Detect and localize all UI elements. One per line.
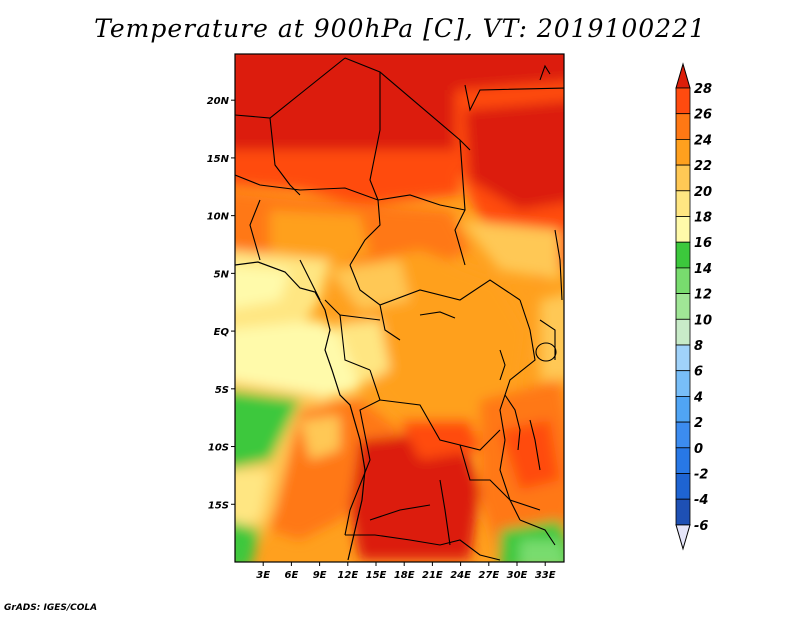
colorbar-label: 2 [694,416,703,431]
lon-tick-label: 21E [422,570,443,581]
lat-tick-label: 5N [214,269,230,280]
colorbar-bin [675,498,691,526]
colorbar-bin [675,318,691,346]
colorbar-label: -2 [694,468,708,483]
lat-tick-label: EQ [214,327,230,338]
colorbar-label: 12 [694,288,712,303]
plot-frame [234,53,565,563]
colorbar-label: 20 [694,185,712,200]
colorbar-max-arrow [675,62,691,89]
map-title: Temperature at 900hPa [C], VT: 201910022… [94,14,706,43]
colorbar-label: 22 [694,159,712,174]
colorbar-bin [675,216,691,243]
lat-tick-label: 10S [208,443,229,454]
lon-tick-label: 3E [256,570,270,581]
lat-tick-label: 15S [208,500,229,511]
lon-tick-label: 15E [366,570,387,581]
lon-tick-label: 33E [535,570,556,581]
colorbar-label: 4 [693,390,703,405]
colorbar-label: 14 [694,262,712,277]
colorbar-label: 26 [694,108,712,123]
colorbar-bin [675,370,691,397]
colorbar-bin [675,395,691,423]
colorbar-label: -4 [694,493,708,508]
lon-tick-label: 27E [478,570,499,581]
colorbar-bin [675,138,691,166]
colorbar-bin [675,190,691,217]
coastline [235,261,366,561]
lon-tick-label: 9E [313,570,327,581]
temperature-field [235,54,564,562]
colorbar-label: 28 [694,82,712,97]
lat-tick-label: 20N [207,96,230,107]
lat-tick-label: 10N [207,212,230,223]
colorbar-label: -6 [694,519,708,534]
colorbar-label: 0 [694,442,703,457]
colorbar-bin [675,344,691,372]
colorbar-label: 24 [694,133,712,148]
colorbar-bin [675,113,691,140]
lon-tick-label: 6E [285,570,299,581]
colorbar-label: 10 [694,313,712,328]
colorbar-bin [675,267,691,294]
lon-tick-label: 30E [507,570,528,581]
colorbar-label: 18 [694,211,712,226]
grads-credit: GrADS: IGES/COLA [4,603,98,613]
colorbar-label: 8 [694,339,703,354]
colorbar-label: 16 [694,236,712,251]
longitude-axis: 3E 6E 9E 12E 15E 18E 21E 24E 27E 30E 33E [256,562,556,581]
lon-tick-label: 12E [337,570,358,581]
colorbar-bin [675,241,691,269]
colorbar-min-arrow [675,524,691,551]
lat-tick-label: 15N [207,154,230,165]
colorbar-bin [675,447,691,474]
colorbar-label: 6 [694,365,703,380]
colorbar-bin [675,164,691,192]
lakes [419,311,557,471]
country-borders [235,57,564,561]
lon-tick-label: 24E [450,570,471,581]
colorbar-bin [675,87,691,115]
colorbar-bin [675,473,691,500]
lat-tick-label: 5S [215,385,229,396]
east-coastline [554,229,563,301]
latitude-axis: 20N 15N 10N 5N EQ 5S 10S 15S [207,96,235,511]
lon-tick-label: 18E [394,570,415,581]
colorbar-bin [675,421,691,449]
colorbar-bin [675,293,691,320]
